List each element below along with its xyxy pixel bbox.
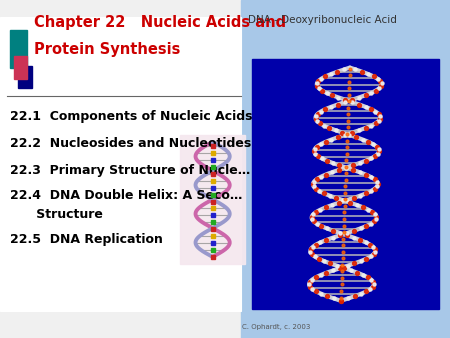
Text: 22.3  Primary Structure of Nucle…: 22.3 Primary Structure of Nucle… xyxy=(10,164,250,177)
Text: Protein Synthesis: Protein Synthesis xyxy=(34,42,180,57)
Text: DNA - Deoxyribonucleic Acid: DNA - Deoxyribonucleic Acid xyxy=(248,15,396,25)
Text: Structure: Structure xyxy=(10,208,103,221)
Text: 22.4  DNA Double Helix: A Seco…: 22.4 DNA Double Helix: A Seco… xyxy=(10,189,242,202)
Bar xyxy=(0,17,241,311)
Bar xyxy=(252,59,439,309)
Bar xyxy=(180,135,245,264)
Bar xyxy=(18,66,32,88)
Bar xyxy=(14,56,27,79)
Bar xyxy=(10,30,27,68)
Bar xyxy=(241,0,450,338)
Text: 22.2  Nucleosides and Nucleotides: 22.2 Nucleosides and Nucleotides xyxy=(10,137,251,150)
Text: C. Ophardt, c. 2003: C. Ophardt, c. 2003 xyxy=(242,323,310,330)
Text: Chapter 22   Nucleic Acids and: Chapter 22 Nucleic Acids and xyxy=(34,15,286,30)
Text: 22.5  DNA Replication: 22.5 DNA Replication xyxy=(10,233,163,246)
Text: 22.1  Components of Nucleic Acids: 22.1 Components of Nucleic Acids xyxy=(10,110,252,123)
